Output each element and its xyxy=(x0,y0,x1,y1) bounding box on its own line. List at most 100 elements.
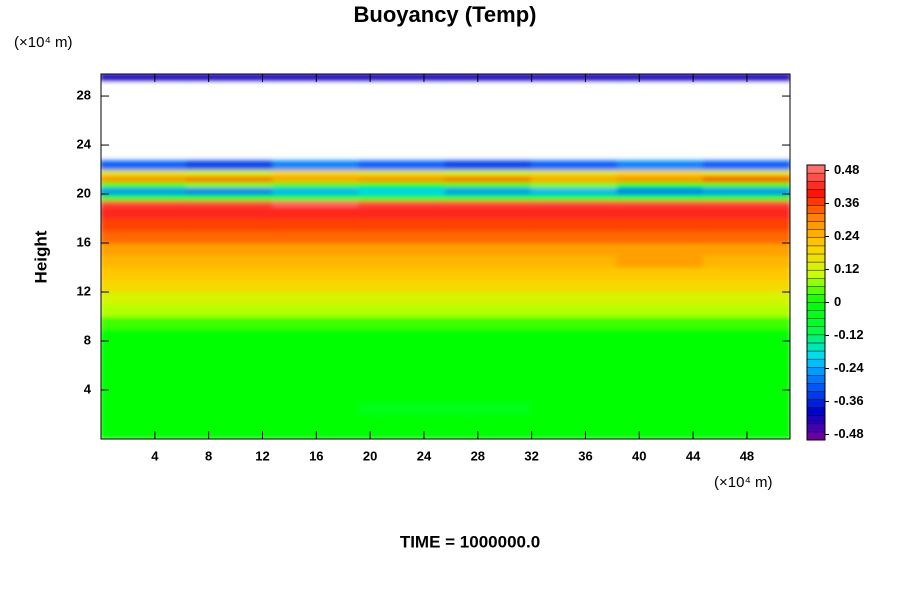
colorbar-band xyxy=(806,237,826,247)
heat-cell xyxy=(530,303,619,318)
heat-cell xyxy=(444,303,533,318)
heat-cell xyxy=(616,414,705,428)
x-tick-label: 16 xyxy=(309,448,323,463)
heat-cell xyxy=(530,426,619,439)
heat-cell xyxy=(702,169,790,177)
heat-cell xyxy=(616,267,705,281)
heat-cell xyxy=(358,230,447,244)
heat-cell xyxy=(530,316,619,330)
heat-cell xyxy=(358,199,447,207)
heat-cell xyxy=(186,181,275,189)
y-tick-label: 16 xyxy=(77,234,91,249)
heat-cell xyxy=(186,218,275,232)
heat-cell xyxy=(444,205,533,220)
x-tick-label: 40 xyxy=(632,448,646,463)
heat-cell xyxy=(358,303,447,318)
heat-cell xyxy=(358,365,447,379)
heat-cell xyxy=(530,181,619,189)
heat-cell xyxy=(616,316,705,330)
heat-cell xyxy=(358,328,447,342)
x-tick-label: 20 xyxy=(363,448,377,463)
heat-cell xyxy=(530,205,619,220)
heat-cell xyxy=(272,291,361,305)
heat-cell xyxy=(186,414,275,428)
colorbar-tick-label: 0.12 xyxy=(834,261,859,276)
heat-cell xyxy=(702,316,790,330)
colorbar-band xyxy=(806,302,826,311)
heat-cell xyxy=(272,365,361,379)
heat-cell xyxy=(702,414,790,428)
heat-cell xyxy=(702,218,790,232)
heat-cell xyxy=(101,205,189,220)
heat-cell xyxy=(616,340,705,354)
colorbar-band xyxy=(806,245,826,255)
heat-cell xyxy=(616,401,705,416)
heat-cell xyxy=(444,218,533,232)
heat-cell xyxy=(530,377,619,391)
heat-cell xyxy=(272,193,361,201)
colorbar-band xyxy=(806,358,826,368)
colorbar-band xyxy=(806,286,826,295)
heat-cell xyxy=(702,377,790,391)
heat-cell xyxy=(702,328,790,342)
heat-cell xyxy=(358,169,447,177)
heat-cell xyxy=(272,242,361,256)
heat-cell xyxy=(530,328,619,342)
heat-cell xyxy=(702,199,790,207)
heat-cell xyxy=(702,401,790,416)
heat-cell xyxy=(444,316,533,330)
heat-cell xyxy=(272,181,361,189)
heat-cell xyxy=(358,291,447,305)
colorbar-tick-label: 0 xyxy=(834,294,841,309)
heat-cell xyxy=(444,279,533,293)
x-tick-label: 8 xyxy=(205,448,212,463)
heat-cell xyxy=(444,199,533,207)
heat-cell xyxy=(616,365,705,379)
heat-cell xyxy=(702,352,790,367)
colorbar-tick-label: 0.24 xyxy=(834,228,860,243)
heat-cell xyxy=(101,175,189,183)
heat-cell xyxy=(358,426,447,439)
colorbar-band xyxy=(806,189,826,198)
heat-cell xyxy=(358,377,447,391)
colorbar-band xyxy=(806,180,826,190)
heat-cell xyxy=(272,414,361,428)
heat-cell xyxy=(530,218,619,232)
heat-cell xyxy=(444,365,533,379)
heat-cell xyxy=(358,242,447,256)
heat-cell xyxy=(272,169,361,177)
heat-cell xyxy=(530,340,619,354)
heat-cell xyxy=(272,205,361,220)
heat-cell xyxy=(272,230,361,244)
heat-cell xyxy=(530,389,619,403)
heat-cell xyxy=(444,175,533,183)
heat-cell xyxy=(616,389,705,403)
heat-cell xyxy=(101,254,189,269)
heat-cell xyxy=(616,254,705,269)
colorbar-band xyxy=(806,367,826,376)
colorbar-tick-label: -0.48 xyxy=(834,426,864,441)
heat-cell xyxy=(186,74,275,81)
heat-cell xyxy=(358,187,447,195)
heat-cell xyxy=(444,328,533,342)
colorbar-band xyxy=(806,383,826,392)
heat-cell xyxy=(444,169,533,177)
heat-cell xyxy=(444,187,533,195)
heat-cell xyxy=(101,316,189,330)
heat-cell xyxy=(444,267,533,281)
heat-cell xyxy=(272,340,361,354)
heat-cell xyxy=(186,426,275,439)
heat-cell xyxy=(272,254,361,269)
heat-cell xyxy=(530,279,619,293)
heat-cell xyxy=(616,377,705,391)
colorbar-band xyxy=(806,269,826,279)
heat-cell xyxy=(444,181,533,189)
colorbar-band xyxy=(806,261,826,271)
heat-cell xyxy=(101,328,189,342)
colorbar-band xyxy=(806,205,826,214)
heat-cell xyxy=(186,401,275,416)
heat-cell xyxy=(101,340,189,354)
heat-cell xyxy=(272,218,361,232)
colorbar-band xyxy=(806,326,826,336)
x-tick-label: 44 xyxy=(686,448,701,463)
